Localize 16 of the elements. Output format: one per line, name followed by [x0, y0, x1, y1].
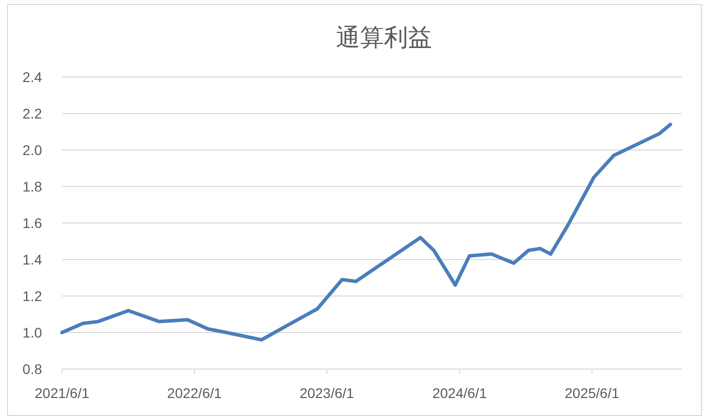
x-tick-label: 2021/6/1: [34, 385, 90, 401]
y-tick-label: 1.0: [22, 324, 42, 340]
y-tick-label: 1.8: [22, 178, 42, 194]
y-tick-label: 1.6: [22, 215, 42, 231]
x-tick-label: 2023/6/1: [300, 385, 354, 401]
x-tick-label: 2025/6/1: [564, 385, 620, 401]
y-tick-label: 2.4: [22, 69, 42, 85]
y-tick-label: 1.2: [22, 288, 42, 304]
x-tick-label: 2022/6/1: [167, 385, 222, 401]
y-tick-label: 2.2: [22, 106, 42, 122]
line-series: [60, 122, 672, 342]
chart-title: 通算利益: [336, 24, 432, 52]
x-tick-label: 2024/6/1: [432, 385, 488, 401]
y-tick-label: 1.4: [22, 252, 42, 268]
y-tick-label: 2.0: [22, 142, 42, 158]
y-tick-label: 0.8: [22, 361, 42, 377]
